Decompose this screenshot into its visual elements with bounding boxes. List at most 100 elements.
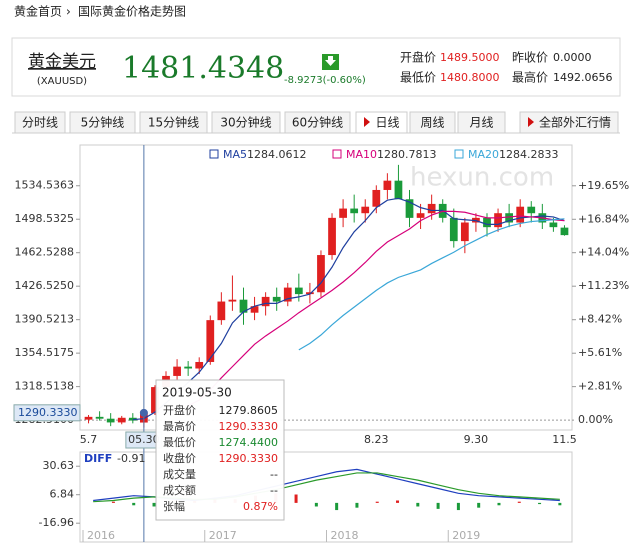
candle-body — [151, 387, 159, 414]
breadcrumb-link[interactable]: 黄金首页 — [14, 4, 62, 19]
macd-bar — [456, 502, 460, 511]
candle-body — [317, 255, 325, 293]
macd-bar — [314, 502, 318, 507]
macd-bar — [497, 502, 501, 506]
legend-label: MA5 — [223, 148, 247, 161]
y2-tick-label: 0.00% — [578, 413, 613, 426]
candle-body — [339, 208, 347, 218]
stat-value: 1480.8000 — [440, 71, 500, 84]
plot-frame — [79, 144, 573, 431]
legend-swatch — [454, 149, 464, 159]
tooltip-value: -- — [270, 468, 278, 481]
legend-value: 1284.0612 — [247, 148, 307, 161]
tab[interactable] — [14, 111, 66, 134]
tooltip-label: 张幅 — [163, 500, 185, 513]
candle-body — [405, 199, 414, 218]
candle-body — [449, 217, 458, 242]
tab[interactable] — [457, 111, 506, 134]
legend-label: MA20 — [468, 148, 499, 161]
breadcrumb-current: 国际黄金价格走势图 — [78, 4, 186, 19]
candle-body — [261, 296, 270, 307]
x-tick-label: 9.30 — [464, 433, 489, 446]
macd-bar — [558, 502, 562, 506]
legend-swatch — [209, 149, 219, 159]
price: 1481.4348 — [122, 51, 284, 86]
tab[interactable] — [211, 111, 281, 134]
macd-bar — [132, 502, 136, 506]
tooltip-label: 成交量 — [163, 467, 196, 481]
candle-body — [427, 203, 436, 214]
macd-bar — [355, 502, 359, 508]
y-tick-label: 1354.5175 — [15, 346, 75, 359]
tab[interactable] — [409, 111, 456, 134]
series-line — [132, 197, 565, 421]
year-label: 2018 — [331, 529, 359, 542]
tab-label[interactable]: 30分钟线 — [220, 115, 271, 130]
macd-tick-label: 6.84 — [50, 488, 75, 501]
year-label: 2016 — [87, 529, 115, 542]
y-tick-label: 1534.5363 — [15, 179, 75, 192]
candle-body — [527, 206, 536, 214]
down-arrow — [325, 56, 336, 66]
tooltip-value: 0.87% — [243, 500, 278, 513]
tooltip-label: 收盘价 — [163, 451, 196, 465]
candle-body — [460, 222, 469, 242]
legend-label: MA10 — [346, 148, 377, 161]
year-label: 2019 — [452, 529, 480, 542]
candle-body — [328, 217, 336, 256]
tab[interactable] — [355, 111, 408, 134]
candle-body — [173, 366, 181, 376]
asset-name[interactable]: 黄金美元 — [28, 52, 96, 72]
header-box — [11, 37, 621, 97]
x-tick-label: 5.7 — [80, 433, 98, 446]
tab-label[interactable]: 全部外汇行情 — [539, 115, 611, 130]
candle-body — [350, 208, 359, 214]
tab-label[interactable]: 日线 — [375, 116, 399, 130]
candle-body — [483, 217, 491, 228]
tab-label[interactable]: 60分钟线 — [292, 115, 343, 130]
candle-body — [283, 287, 292, 302]
tab[interactable] — [139, 111, 208, 134]
tab-label[interactable]: 分时线 — [22, 116, 58, 130]
candle-body — [494, 213, 502, 228]
tooltip — [155, 379, 285, 521]
tooltip-value: 1290.3330 — [219, 452, 279, 465]
candle-body — [106, 418, 115, 423]
macd-bar — [436, 502, 440, 509]
macd-bar — [152, 502, 156, 507]
tab-label[interactable]: 15分钟线 — [148, 115, 199, 130]
watermark: hexun.com — [410, 163, 554, 193]
tab-label[interactable]: 5分钟线 — [81, 115, 125, 130]
macd-bar — [416, 502, 420, 507]
y2-tick-label: +14.04% — [578, 246, 629, 259]
tab-label[interactable]: 月线 — [469, 116, 493, 130]
candle-body — [250, 306, 259, 313]
stat-label: 昨收价 — [512, 51, 548, 65]
tab[interactable] — [69, 111, 136, 134]
macd-bar — [517, 501, 521, 503]
macd-label: DIFF — [84, 452, 112, 465]
tab[interactable] — [284, 111, 351, 134]
candle-body — [228, 299, 237, 302]
candle-body — [516, 206, 525, 223]
x-tick-label: 11.5 — [552, 433, 577, 446]
tooltip-value: 1274.4400 — [219, 436, 279, 449]
y2-tick-label: +5.61% — [578, 346, 622, 359]
tooltip-value: 1279.8605 — [219, 404, 279, 417]
stat-label: 开盘价 — [400, 50, 436, 65]
tab[interactable] — [519, 111, 619, 134]
candle-body — [505, 213, 513, 223]
y-tick-label: 1462.5288 — [15, 246, 75, 259]
tooltip-value: 1290.3330 — [219, 420, 279, 433]
crosshair-dot — [139, 408, 148, 417]
y2-tick-label: +19.65% — [578, 179, 629, 192]
tab-marker — [528, 117, 534, 127]
series-line — [298, 218, 565, 351]
macd-bar — [396, 500, 400, 503]
tab-label[interactable]: 周线 — [420, 116, 444, 130]
crosshair-label: 1290.3330 — [18, 406, 78, 419]
macd-value: -0.91 — [117, 452, 145, 465]
tooltip-date: 2019-05-30 — [162, 386, 232, 400]
y2-tick-label: +2.81% — [578, 380, 622, 393]
